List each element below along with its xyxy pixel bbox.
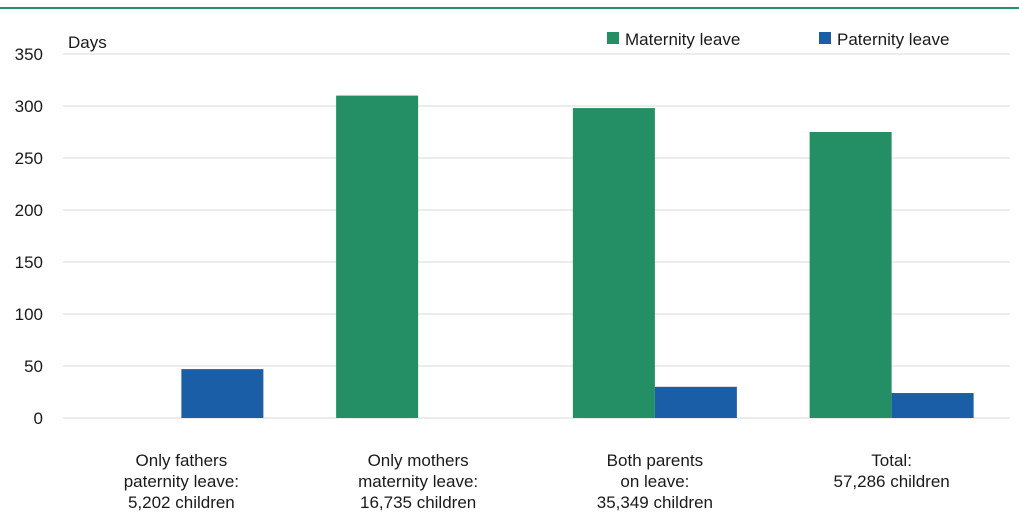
- bar-paternity-leave: [181, 369, 264, 418]
- bar-maternity-leave: [809, 132, 892, 418]
- legend: Maternity leave Paternity leave: [607, 30, 949, 49]
- y-tick-label: 350: [15, 45, 43, 64]
- y-tick-label: 200: [15, 201, 43, 220]
- legend-swatch: [607, 32, 619, 44]
- y-tick-label: 50: [24, 357, 43, 376]
- y-tick-label: 250: [15, 149, 43, 168]
- x-category-label: 35,349 children: [597, 493, 713, 512]
- y-axis-ticks: 0 50 100 150 200 250 300 350: [15, 45, 43, 428]
- x-category-label: Both parents: [607, 451, 703, 470]
- x-category-label: paternity leave:: [124, 472, 239, 491]
- y-tick-label: 0: [34, 409, 43, 428]
- bar-paternity-leave: [654, 386, 737, 418]
- y-tick-label: 100: [15, 305, 43, 324]
- x-category-label: maternity leave:: [358, 472, 478, 491]
- bar-maternity-leave: [572, 108, 655, 418]
- y-axis-label: Days: [68, 33, 107, 52]
- x-axis-categories: Only fathers paternity leave: 5,202 childr…: [124, 451, 950, 512]
- x-category-label: 16,735 children: [360, 493, 476, 512]
- bars: [181, 95, 974, 418]
- bar-maternity-leave: [336, 95, 419, 418]
- legend-label: Paternity leave: [837, 30, 949, 49]
- x-category-label: Total:: [871, 451, 912, 470]
- legend-label: Maternity leave: [625, 30, 740, 49]
- legend-swatch: [819, 32, 831, 44]
- bar-paternity-leave: [891, 393, 974, 418]
- x-category-label: on leave:: [620, 472, 689, 491]
- y-tick-label: 150: [15, 253, 43, 272]
- x-category-label: Only fathers: [136, 451, 228, 470]
- x-category-label: 5,202 children: [128, 493, 235, 512]
- x-category-label: 57,286 children: [833, 472, 949, 491]
- x-category-label: Only mothers: [368, 451, 469, 470]
- y-tick-label: 300: [15, 97, 43, 116]
